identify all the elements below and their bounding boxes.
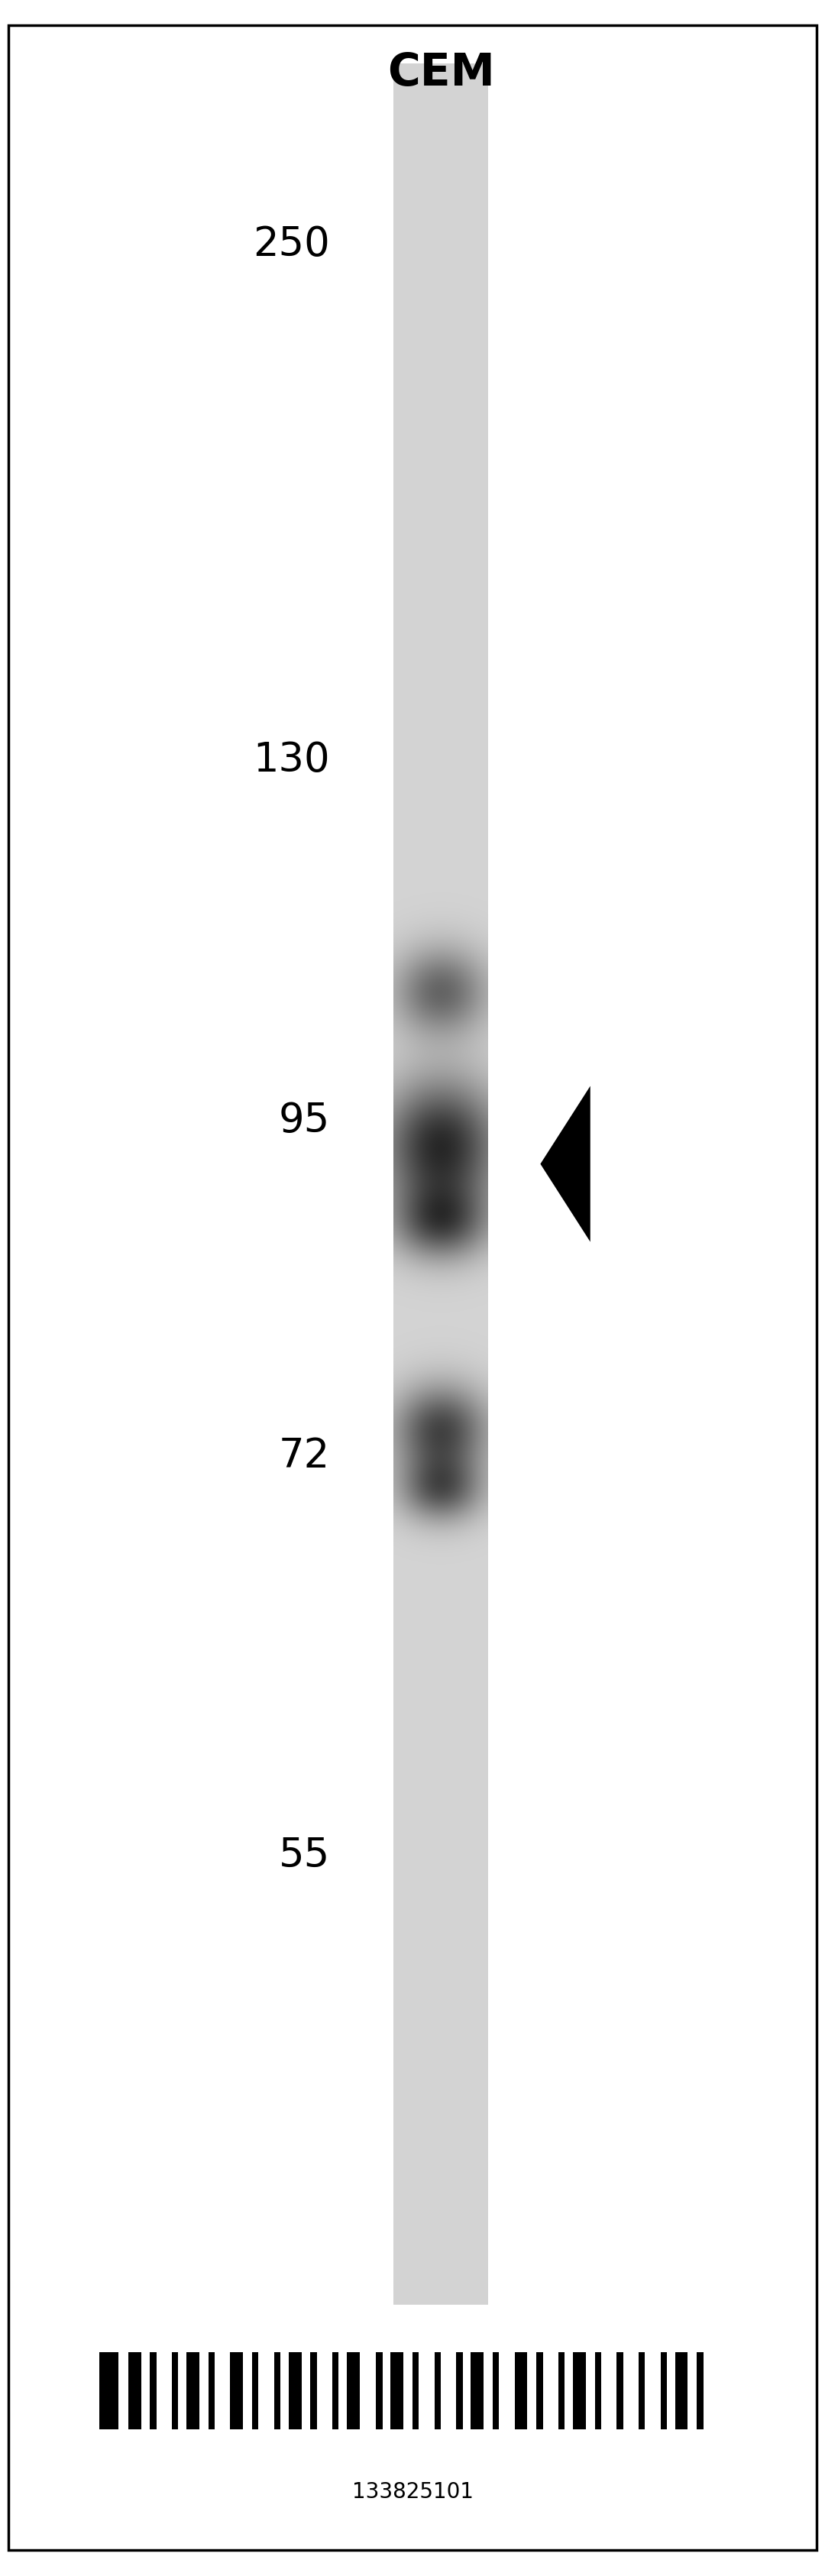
Polygon shape [540,1087,591,1242]
Bar [390,2352,403,2429]
Bar [332,2352,339,2429]
Bar [660,2352,667,2429]
Bar [252,2352,258,2429]
Bar [172,2352,178,2429]
Bar [376,2352,383,2429]
Bar [310,2352,317,2429]
Bar [289,2352,301,2429]
Text: 55: 55 [279,1834,330,1875]
Bar [99,2352,118,2429]
Bar [435,2352,441,2429]
Bar [697,2352,703,2429]
Bar [230,2352,243,2429]
Bar [595,2352,601,2429]
Bar [186,2352,200,2429]
Bar [274,2352,280,2429]
Bar [346,2352,360,2429]
Bar [675,2352,688,2429]
Text: 130: 130 [253,739,330,781]
Bar [209,2352,214,2429]
Text: 250: 250 [253,224,330,265]
Bar [536,2352,543,2429]
Bar [456,2352,463,2429]
Bar [128,2352,141,2429]
Text: CEM: CEM [388,52,495,95]
Bar [616,2352,623,2429]
Bar [471,2352,483,2429]
Bar [639,2352,645,2429]
Text: 133825101: 133825101 [351,2481,474,2501]
Bar [150,2352,157,2429]
Bar [573,2352,586,2429]
Text: 72: 72 [279,1435,330,1476]
Bar [559,2352,565,2429]
Bar [412,2352,419,2429]
Text: 95: 95 [279,1100,330,1141]
Bar [515,2352,527,2429]
Bar [493,2352,499,2429]
